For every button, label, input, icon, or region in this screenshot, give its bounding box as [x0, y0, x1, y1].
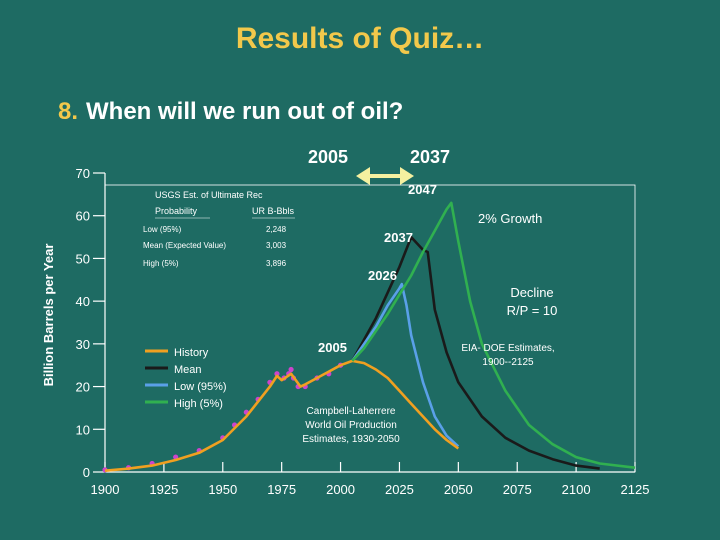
y-ticks: 0 10 20 30 40 50 60 70: [76, 166, 105, 480]
x-tick-label: 2000: [326, 482, 355, 497]
annotation-eia-2: 1900--2125: [482, 357, 534, 368]
usgs-table-title: USGS Est. of Ultimate Rec: [155, 190, 263, 200]
y-tick-label: 10: [76, 422, 90, 437]
x-ticks: 1900 1925 1950 1975 2000 2025 2050 2075 2100 2125: [91, 462, 650, 497]
y-tick-label: 50: [76, 251, 90, 266]
annotation-eia-1: EIA- DOE Estimates,: [461, 343, 554, 354]
usgs-row-value: 3,896: [266, 259, 287, 268]
legend-label: Mean: [174, 364, 202, 376]
annotation-peak-mean: 2037: [384, 230, 413, 245]
usgs-row-value: 2,248: [266, 225, 287, 234]
usgs-row-value: 3,003: [266, 241, 287, 250]
annotation-campbell-1: Campbell-Laherrere: [307, 406, 396, 417]
annotations: 2% Growth 2047 2037 2026 Decline R/P = 1…: [302, 182, 557, 445]
usgs-row-label: High (5%): [143, 259, 179, 268]
x-tick-label: 1900: [91, 482, 120, 497]
annotation-campbell-2: World Oil Production: [305, 420, 397, 431]
annotation-peak-high: 2047: [408, 182, 437, 197]
series-low-95: [351, 282, 460, 448]
y-tick-label: 70: [76, 166, 90, 181]
x-tick-label: 2025: [385, 482, 414, 497]
annotation-peak-low: 2026: [368, 268, 397, 283]
x-tick-label: 1925: [149, 482, 178, 497]
legend-label: History: [174, 347, 209, 359]
usgs-row-label: Mean (Expected Value): [143, 241, 226, 250]
annotation-decline-1: Decline: [510, 285, 553, 300]
x-tick-label: 2050: [444, 482, 473, 497]
legend-label: High (5%): [174, 398, 223, 410]
usgs-col-probability: Probability: [155, 206, 198, 216]
annotation-decline-2: R/P = 10: [507, 303, 558, 318]
x-tick-label: 1950: [208, 482, 237, 497]
usgs-col-ur: UR B-Bbls: [252, 206, 295, 216]
series-high-5: [351, 201, 636, 469]
y-tick-label: 60: [76, 209, 90, 224]
year-bracket: 2005 2037: [308, 147, 450, 185]
point-observed: [288, 366, 294, 373]
question: 8. When will we run out of oil?: [58, 98, 403, 126]
legend-label: Low (95%): [174, 381, 227, 393]
point-observed: [274, 371, 280, 377]
y-axis-label: Billion Barrels per Year: [41, 244, 56, 387]
bracket-arrow-left-head: [356, 167, 370, 185]
usgs-row-label: Low (95%): [143, 225, 182, 234]
x-tick-label: 1975: [267, 482, 296, 497]
usgs-table: USGS Est. of Ultimate Rec Probability UR…: [143, 190, 295, 268]
y-tick-label: 20: [76, 380, 90, 395]
annotation-growth: 2% Growth: [478, 211, 542, 226]
bracket-right-year: 2037: [410, 147, 450, 167]
series-history: [104, 359, 460, 472]
slide-title: Results of Quiz…: [235, 22, 485, 55]
annotation-campbell-3: Estimates, 1930-2050: [302, 434, 400, 445]
bracket-arrow-right-head: [400, 167, 414, 185]
y-tick-label: 30: [76, 337, 90, 352]
x-tick-label: 2125: [621, 482, 650, 497]
x-tick-label: 2100: [562, 482, 591, 497]
question-number: 8.: [58, 98, 79, 125]
series-mean: [351, 235, 600, 470]
series-layer: [102, 201, 636, 473]
y-tick-label: 0: [83, 465, 90, 480]
y-tick-label: 40: [76, 294, 90, 309]
annotation-history-peak: 2005: [318, 340, 347, 355]
x-tick-label: 2075: [503, 482, 532, 497]
legend: History Mean Low (95%) High (5%): [145, 347, 227, 410]
bracket-left-year: 2005: [308, 147, 348, 167]
question-text: When will we run out of oil?: [86, 98, 404, 125]
